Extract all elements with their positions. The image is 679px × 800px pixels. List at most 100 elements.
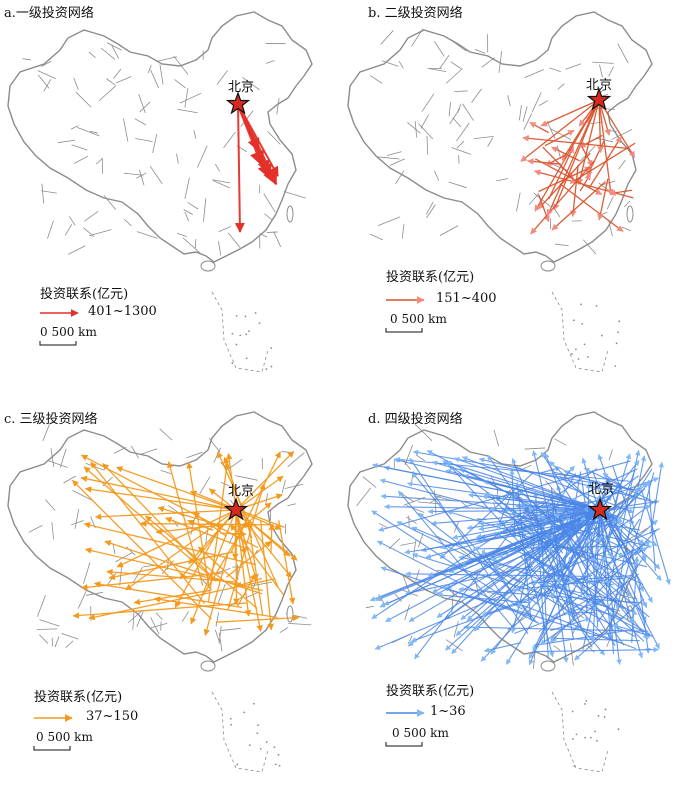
south-sea-island [235, 315, 238, 317]
region-boundary [107, 42, 122, 51]
investment-arrow [236, 573, 257, 607]
region-boundary [159, 64, 164, 85]
region-boundary [84, 211, 99, 222]
region-boundary [83, 562, 91, 584]
investment-arrow [572, 540, 651, 584]
investment-arrow [537, 152, 591, 210]
region-boundary [64, 224, 73, 236]
region-boundary [618, 159, 626, 170]
region-boundary [176, 232, 187, 237]
country-boundary [347, 11, 653, 263]
region-boundary [183, 209, 193, 215]
investment-arrow [496, 494, 512, 529]
region-boundary [583, 239, 597, 255]
region-boundary [184, 88, 189, 108]
scale-bar-label: 0 500 km [390, 312, 447, 326]
investment-arrow [155, 523, 226, 535]
region-boundary [47, 220, 54, 239]
investment-arrow [245, 520, 264, 615]
region-boundary [623, 200, 631, 208]
region-boundary [554, 438, 567, 446]
south-sea-island [231, 332, 234, 335]
investment-arrow [599, 509, 644, 659]
region-boundary [284, 483, 304, 489]
investment-arrow [528, 574, 633, 586]
region-boundary [100, 47, 116, 60]
panel-d: d. 四级投资网络 北京 投资联系(亿元) 1~36 0 500 km [340, 400, 679, 800]
region-boundary [115, 76, 132, 84]
region-boundary [76, 127, 100, 137]
region-boundary [439, 225, 459, 236]
region-boundary [179, 92, 202, 104]
region-boundary [279, 627, 289, 633]
region-boundary [136, 611, 144, 627]
investment-arrow [528, 571, 570, 666]
south-sea-island [584, 703, 586, 705]
region-boundary [22, 58, 32, 61]
scale-bar-label: 0 500 km [36, 730, 93, 744]
region-boundary [615, 593, 638, 600]
investment-arrow [412, 552, 624, 620]
investment-arrow [551, 146, 580, 162]
region-boundary [388, 538, 401, 550]
region-boundary [113, 68, 122, 79]
investment-arrow [80, 454, 259, 549]
region-boundary [36, 594, 46, 617]
region-boundary [617, 43, 629, 64]
region-boundary [549, 67, 561, 72]
region-boundary [406, 516, 417, 524]
investment-arrow [190, 509, 237, 625]
investment-arrow [598, 99, 636, 158]
region-boundary [36, 628, 58, 630]
legend-title: 投资联系(亿元) [40, 287, 129, 302]
south-sea-island [253, 702, 255, 705]
region-boundary [414, 424, 433, 442]
region-boundary [214, 163, 220, 172]
region-boundary [407, 122, 421, 134]
region-boundary [242, 77, 260, 91]
investment-arrow [528, 505, 616, 646]
region-boundary [259, 233, 268, 238]
investment-arrow [609, 189, 633, 196]
investment-arrow [592, 566, 632, 597]
region-boundary [184, 211, 190, 222]
region-boundary [401, 223, 405, 239]
investment-arrow [602, 472, 622, 487]
region-boundary [212, 179, 230, 184]
region-boundary [493, 429, 500, 447]
investment-arrow [106, 568, 238, 583]
region-boundary [89, 130, 98, 134]
region-boundary [524, 69, 544, 78]
region-boundary [63, 475, 77, 484]
region-boundary [59, 448, 67, 468]
south-sea-island [571, 710, 574, 713]
region-boundary [125, 546, 136, 556]
region-boundary [150, 69, 160, 89]
region-boundary [134, 118, 147, 126]
region-boundary [174, 79, 186, 89]
region-boundary [554, 243, 569, 247]
investment-arrow [383, 509, 601, 606]
region-boundary [65, 640, 74, 648]
region-boundary [98, 85, 117, 102]
south-sea-island [231, 362, 234, 365]
investment-arrow [522, 502, 561, 584]
region-boundary [215, 612, 220, 627]
investment-arrow [579, 173, 592, 192]
south-sea-island [617, 728, 620, 731]
investment-arrow [597, 178, 609, 221]
investment-arrow [540, 99, 600, 127]
investment-arrow [552, 471, 641, 493]
region-boundary [456, 140, 465, 149]
china-map [347, 411, 671, 773]
region-boundary [112, 544, 116, 555]
investment-arrow [278, 520, 296, 605]
region-boundary [77, 591, 87, 609]
taiwan-island [626, 205, 634, 223]
investment-arrow [405, 565, 533, 596]
region-boundary [523, 113, 533, 130]
investment-arrow [93, 581, 243, 609]
investment-arrow [598, 99, 614, 196]
region-boundary [283, 190, 306, 199]
region-boundary [498, 50, 503, 73]
